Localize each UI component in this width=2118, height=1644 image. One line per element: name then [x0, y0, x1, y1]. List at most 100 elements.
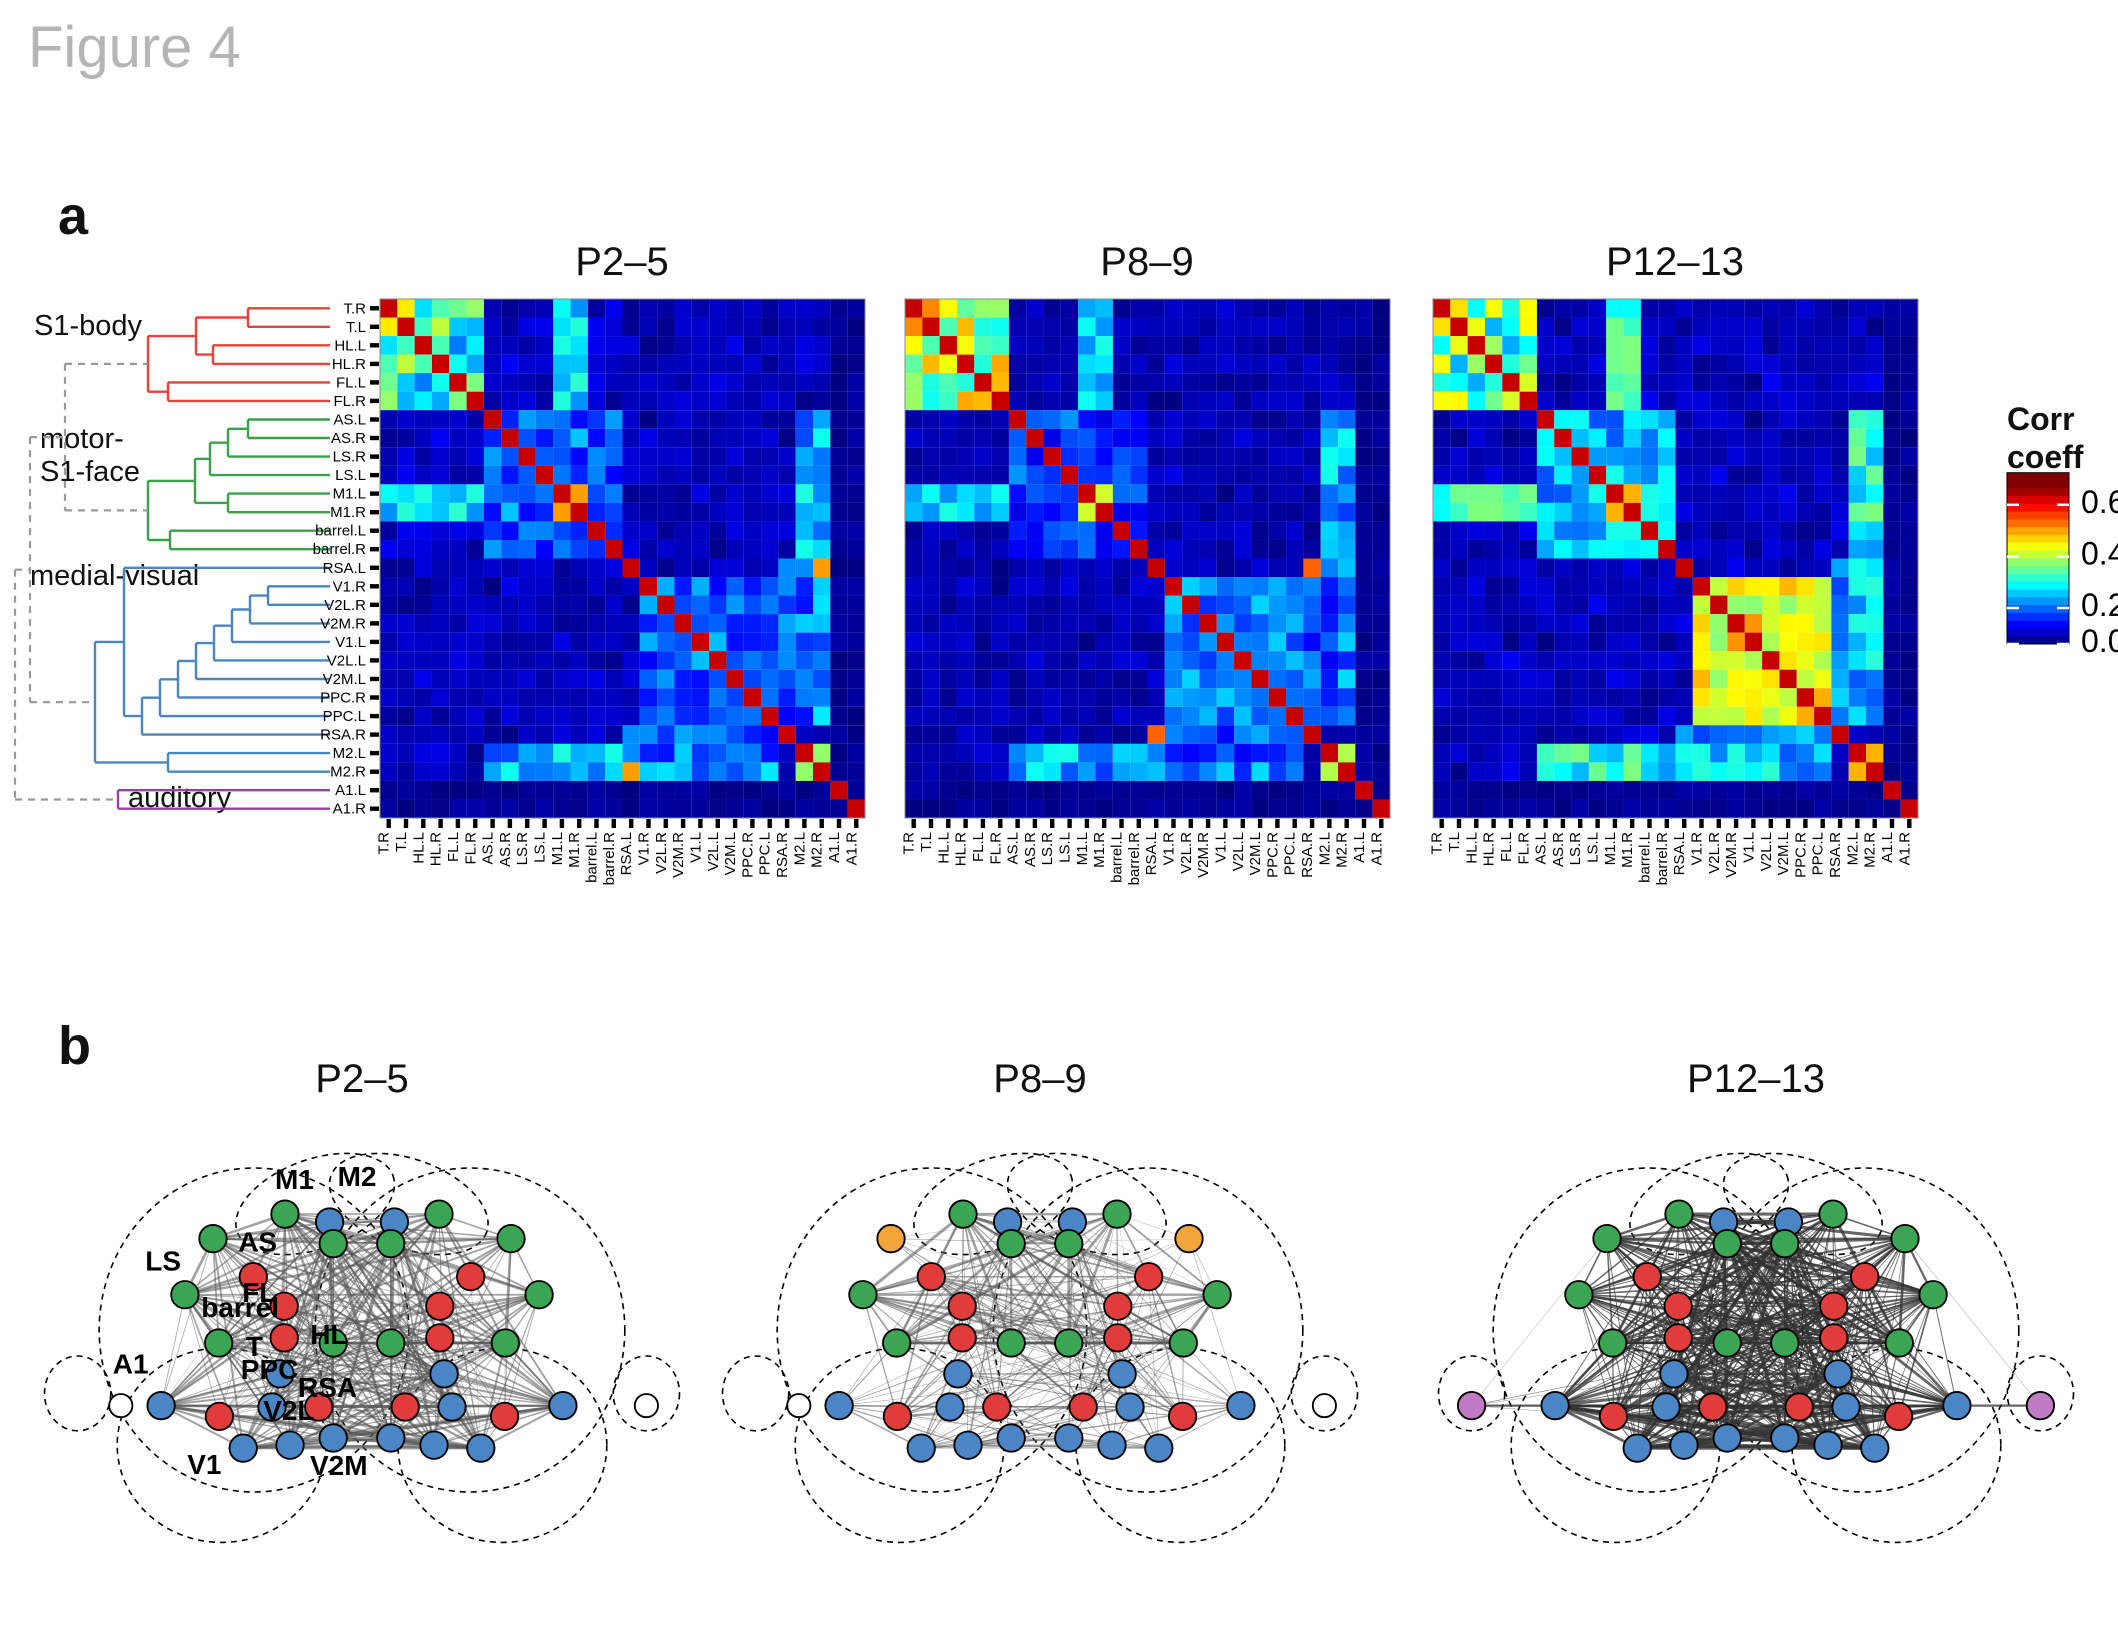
svg-text:M2: M2	[338, 1161, 377, 1192]
svg-text:barrel.R: barrel.R	[601, 832, 618, 886]
svg-text:V2L.R: V2L.R	[324, 597, 366, 614]
svg-text:V2L.R: V2L.R	[1706, 832, 1723, 874]
svg-text:V1.R: V1.R	[1689, 832, 1706, 866]
svg-text:RSA.L: RSA.L	[1671, 832, 1688, 875]
svg-text:V1.L: V1.L	[335, 634, 366, 651]
svg-text:V1.R: V1.R	[1161, 832, 1178, 866]
svg-text:PPC.R: PPC.R	[1264, 832, 1281, 878]
svg-text:PPC.R: PPC.R	[320, 690, 366, 707]
svg-text:barrel.L: barrel.L	[315, 523, 366, 540]
svg-text:PPC.R: PPC.R	[1792, 832, 1809, 878]
svg-text:P2–5: P2–5	[315, 1057, 408, 1101]
svg-text:V2L.L: V2L.L	[1230, 832, 1247, 871]
svg-text:PPC.L: PPC.L	[757, 832, 774, 875]
svg-text:V1.R: V1.R	[636, 832, 653, 866]
svg-text:LS.R: LS.R	[514, 832, 531, 866]
svg-text:V2L.L: V2L.L	[705, 832, 722, 871]
svg-text:barrel.R: barrel.R	[1126, 832, 1143, 886]
svg-text:FL.R: FL.R	[1515, 832, 1532, 865]
svg-text:FL.L: FL.L	[1498, 832, 1515, 862]
svg-text:AS.R: AS.R	[1550, 832, 1567, 867]
svg-text:V2M.R: V2M.R	[670, 832, 687, 878]
svg-text:FL.R: FL.R	[333, 393, 366, 410]
svg-text:LS.R: LS.R	[1039, 832, 1056, 866]
svg-text:M1.R: M1.R	[330, 504, 366, 521]
svg-text:T.R: T.R	[376, 832, 393, 855]
svg-text:M2.L: M2.L	[791, 832, 808, 865]
svg-text:HL.L: HL.L	[1463, 832, 1480, 864]
svg-text:barrel.R: barrel.R	[1654, 832, 1671, 886]
svg-text:V2M.L: V2M.L	[722, 832, 739, 875]
svg-text:barrel.L: barrel.L	[1109, 832, 1126, 883]
svg-text:Corr: Corr	[2007, 401, 2075, 437]
svg-text:T.L: T.L	[393, 832, 410, 852]
svg-text:V2M.R: V2M.R	[1723, 832, 1740, 878]
svg-text:A1.L: A1.L	[1879, 832, 1896, 863]
svg-text:A1.R: A1.R	[1896, 832, 1913, 866]
svg-text:motor-: motor-	[40, 423, 124, 455]
svg-text:T.R: T.R	[344, 300, 367, 317]
svg-text:PPC.L: PPC.L	[1282, 832, 1299, 875]
svg-text:S1-body: S1-body	[34, 310, 143, 342]
svg-text:V2M.L: V2M.L	[1247, 832, 1264, 875]
svg-text:M1.L: M1.L	[333, 486, 366, 503]
svg-text:AS.R: AS.R	[331, 430, 366, 447]
svg-text:P12–13: P12–13	[1687, 1057, 1825, 1101]
svg-text:S1-face: S1-face	[40, 456, 140, 488]
svg-text:V2L.L: V2L.L	[327, 652, 366, 669]
svg-text:T.L: T.L	[346, 319, 366, 336]
svg-text:LS.L: LS.L	[1057, 832, 1074, 863]
svg-text:HL.L: HL.L	[334, 337, 366, 354]
svg-text:A1.R: A1.R	[333, 801, 367, 818]
svg-text:LS.R: LS.R	[333, 449, 367, 466]
svg-text:M2.L: M2.L	[333, 745, 366, 762]
svg-text:M1.R: M1.R	[566, 832, 583, 868]
svg-text:FL.R: FL.R	[462, 832, 479, 865]
svg-text:V2M: V2M	[310, 1450, 368, 1481]
svg-text:barrel.R: barrel.R	[313, 541, 367, 558]
svg-text:V2L: V2L	[263, 1395, 314, 1426]
svg-text:A1.R: A1.R	[1368, 832, 1385, 866]
svg-text:M1.R: M1.R	[1091, 832, 1108, 868]
svg-text:T.R: T.R	[1429, 832, 1446, 855]
svg-text:RSA.L: RSA.L	[323, 560, 366, 577]
svg-text:0.2: 0.2	[2081, 587, 2118, 623]
svg-text:A1.L: A1.L	[826, 832, 843, 863]
svg-text:LS.R: LS.R	[1567, 832, 1584, 866]
svg-text:P8–9: P8–9	[993, 1057, 1086, 1101]
svg-text:RSA.R: RSA.R	[1827, 832, 1844, 878]
svg-text:0.6: 0.6	[2081, 484, 2118, 520]
svg-text:FL.L: FL.L	[445, 832, 462, 862]
svg-text:V1.L: V1.L	[1740, 832, 1757, 863]
svg-text:AS.L: AS.L	[1005, 832, 1022, 865]
svg-text:HL.L: HL.L	[410, 832, 427, 864]
svg-text:M2.R: M2.R	[1862, 832, 1879, 868]
svg-text:P8–9: P8–9	[1100, 240, 1193, 284]
svg-text:medial-visual: medial-visual	[30, 560, 199, 592]
svg-text:M1.L: M1.L	[549, 832, 566, 865]
svg-text:HL.R: HL.R	[332, 356, 366, 373]
svg-text:V1.R: V1.R	[333, 578, 367, 595]
svg-text:HL: HL	[310, 1319, 347, 1350]
svg-text:M2.R: M2.R	[1334, 832, 1351, 868]
svg-text:A1.L: A1.L	[1351, 832, 1368, 863]
svg-text:AS.L: AS.L	[1533, 832, 1550, 865]
svg-text:HL.R: HL.R	[428, 832, 445, 866]
svg-text:A1: A1	[113, 1349, 149, 1380]
svg-text:V1.L: V1.L	[1212, 832, 1229, 863]
svg-text:V2L.R: V2L.R	[653, 832, 670, 874]
svg-text:coeff: coeff	[2007, 439, 2084, 475]
svg-text:M2.L: M2.L	[1844, 832, 1861, 865]
svg-text:V2M.L: V2M.L	[1775, 832, 1792, 875]
svg-text:barrel.L: barrel.L	[1637, 832, 1654, 883]
svg-text:V1: V1	[187, 1449, 221, 1480]
svg-text:PPC: PPC	[241, 1354, 299, 1385]
svg-text:V2M.L: V2M.L	[323, 671, 366, 688]
svg-text:M1.L: M1.L	[1602, 832, 1619, 865]
svg-text:FL.R: FL.R	[987, 832, 1004, 865]
svg-text:RSA.R: RSA.R	[774, 832, 791, 878]
svg-text:V2M.R: V2M.R	[320, 615, 366, 632]
svg-text:V2L.R: V2L.R	[1178, 832, 1195, 874]
svg-text:PPC.L: PPC.L	[323, 708, 366, 725]
svg-text:LS: LS	[145, 1246, 181, 1277]
